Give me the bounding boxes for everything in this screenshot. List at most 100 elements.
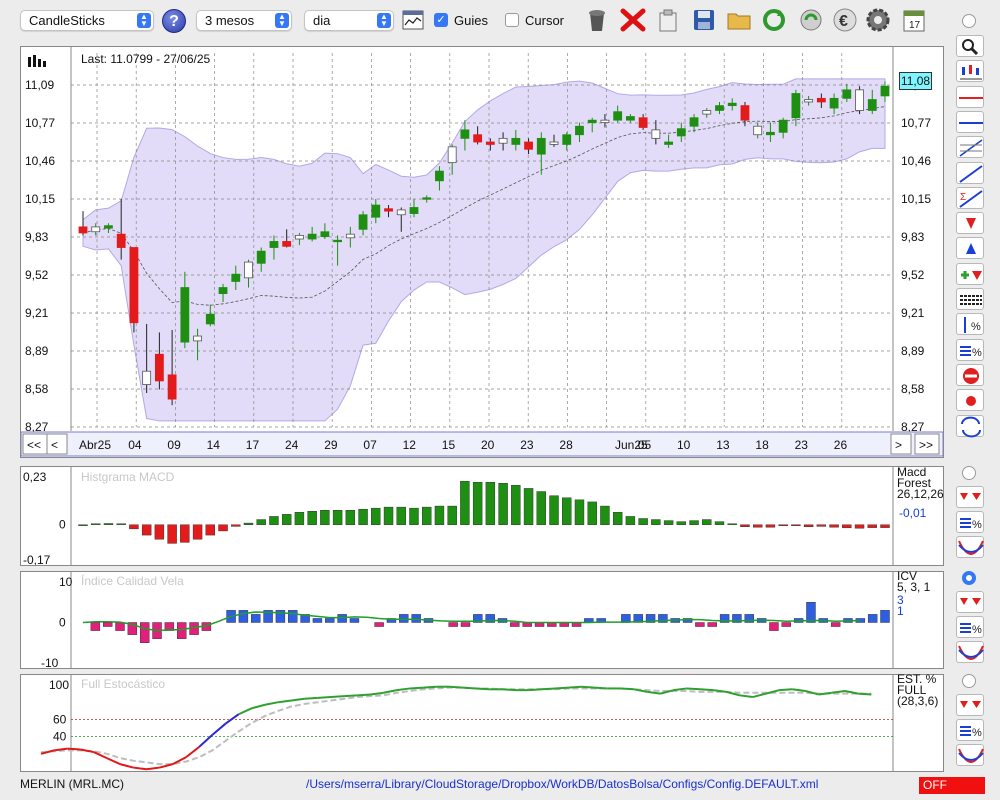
stoch-k-segment <box>739 694 753 699</box>
candle-body <box>282 241 292 247</box>
candle-body <box>638 117 648 128</box>
candle-body <box>129 247 139 324</box>
sync-icon[interactable] <box>798 7 824 33</box>
stochastic-chart[interactable]: Full Estocástico 100 60 40 <box>21 675 943 771</box>
percent-range-tool-button[interactable]: % <box>956 313 984 336</box>
guides-checkbox[interactable]: ✓ <box>434 13 448 27</box>
fibonacci-tool-button[interactable] <box>956 136 984 159</box>
chart-type-select[interactable]: CandleSticks ▲ ▼ <box>20 10 154 31</box>
x-tick-label: Abr25 <box>79 438 111 452</box>
macd-bar <box>638 518 648 525</box>
candle-body <box>320 231 330 237</box>
panel-radio-2[interactable] <box>962 571 976 585</box>
stoch-k-segment <box>779 688 793 692</box>
percent-range-icon: % <box>964 317 981 334</box>
help-icon[interactable]: ? <box>162 9 186 33</box>
macd-histogram[interactable]: Histgrama MACD 0,23 0 -0,17 <box>21 467 943 567</box>
icv-bar <box>769 622 779 631</box>
curve-icon <box>958 540 984 555</box>
candles-volume-tool-button[interactable] <box>956 60 984 83</box>
mode-badge[interactable]: OFF <box>919 777 985 794</box>
percent-lines-panel-button[interactable]: % <box>956 719 984 741</box>
icv-chart[interactable]: Índice Calidad Vela 10 0 -10 <box>21 572 943 670</box>
gear-icon[interactable] <box>865 7 891 33</box>
macd-bar <box>676 521 687 525</box>
nav-next-button[interactable]: > <box>890 433 912 455</box>
macd-legend-sub: Forest <box>897 476 932 490</box>
nav-first-button[interactable]: << <box>22 433 48 455</box>
euro-icon[interactable]: € <box>832 7 858 33</box>
stoch-legend-params: (28,3,6) <box>897 694 939 708</box>
config-path-link[interactable]: /Users/mserra/Library/CloudStorage/Dropb… <box>306 777 819 791</box>
swap-tool-button[interactable] <box>956 414 984 437</box>
macd-bar <box>129 524 139 530</box>
percent-lines-tool-button[interactable]: % <box>956 338 984 361</box>
down-arrow-tool-button[interactable] <box>956 212 984 235</box>
save-icon[interactable] <box>691 7 717 33</box>
delete-x-icon[interactable] <box>620 7 646 33</box>
curve-panel-button[interactable] <box>956 536 984 558</box>
sigma-trendline-tool-button[interactable]: Σ <box>956 186 984 209</box>
stoch-k-segment <box>224 713 240 725</box>
stochastic-legend: EST. % FULL (28,3,6) <box>897 672 939 708</box>
interval-select[interactable]: dia ▲ ▼ <box>304 10 394 31</box>
arrows-panel-button[interactable] <box>956 694 984 716</box>
arrows-panel-button[interactable] <box>956 486 984 508</box>
panel-radio-1[interactable] <box>962 466 976 480</box>
panel-radio-main[interactable] <box>962 14 976 28</box>
calendar-icon[interactable]: 17 <box>901 7 927 33</box>
trendline-icon <box>959 164 983 183</box>
period-select[interactable]: 3 mesos ▲ ▼ <box>196 10 292 31</box>
macd-bar <box>765 524 776 528</box>
y-tick-right: 10,15 <box>901 192 931 206</box>
candle-body <box>689 117 699 127</box>
trash-icon[interactable] <box>584 7 610 33</box>
y-tick: -0,17 <box>23 553 51 565</box>
clipboard-icon[interactable] <box>655 7 681 33</box>
icv-bar <box>325 618 335 623</box>
red-hline-tool-button[interactable] <box>956 85 984 108</box>
y-tick-right: 9,52 <box>901 268 925 282</box>
curve-panel-button[interactable] <box>956 744 984 766</box>
x-tick-label: 09 <box>167 438 181 452</box>
blue-hline-tool-button[interactable] <box>956 110 984 133</box>
icv-bar <box>695 622 705 627</box>
y-tick-left: 9,83 <box>25 230 49 244</box>
icv-bar <box>337 614 347 623</box>
stoch-legend-name: EST. % <box>897 672 937 686</box>
y-tick: 60 <box>53 712 67 726</box>
refresh-icon[interactable] <box>761 7 787 33</box>
blue-hline-icon <box>959 121 983 124</box>
stoch-k-segment <box>699 688 714 692</box>
candlestick-chart[interactable]: 11,0911,0910,7710,7710,4610,4610,1510,15… <box>20 47 944 457</box>
panel-radio-3[interactable] <box>962 674 976 688</box>
nav-prev-button[interactable]: < <box>46 433 68 455</box>
x-tick-label: 15 <box>442 438 456 452</box>
stop-tool-button[interactable] <box>956 363 984 386</box>
macd-bar <box>752 524 763 528</box>
cursor-checkbox[interactable] <box>505 13 519 27</box>
candle-body <box>256 250 266 264</box>
stoch-k-segment <box>462 686 477 690</box>
x-tick-label: 20 <box>481 438 495 452</box>
up-down-arrows-tool-button[interactable] <box>956 262 984 285</box>
grid-lines-tool-button[interactable] <box>956 288 984 310</box>
percent-lines-panel-button[interactable]: % <box>956 616 984 638</box>
candle-body <box>842 89 852 99</box>
trendline-tool-button[interactable] <box>956 161 984 184</box>
stoch-k-segment <box>858 692 872 696</box>
arrows-panel-button[interactable] <box>956 591 984 613</box>
folder-icon[interactable] <box>726 7 752 33</box>
curve-panel-button[interactable] <box>956 641 984 663</box>
icv-bar <box>374 622 384 627</box>
stop-icon <box>963 367 979 384</box>
stoch-k-segment <box>383 689 398 694</box>
stoch-d-line <box>40 686 872 766</box>
stoch-k-segment <box>198 734 214 748</box>
up-arrow-tool-button[interactable] <box>956 237 984 260</box>
chart-window-icon[interactable] <box>402 10 424 30</box>
nav-last-button[interactable]: >> <box>914 433 940 455</box>
zoom-tool-button[interactable] <box>956 35 984 57</box>
record-tool-button[interactable] <box>956 389 984 412</box>
percent-lines-panel-button[interactable]: % <box>956 511 984 533</box>
